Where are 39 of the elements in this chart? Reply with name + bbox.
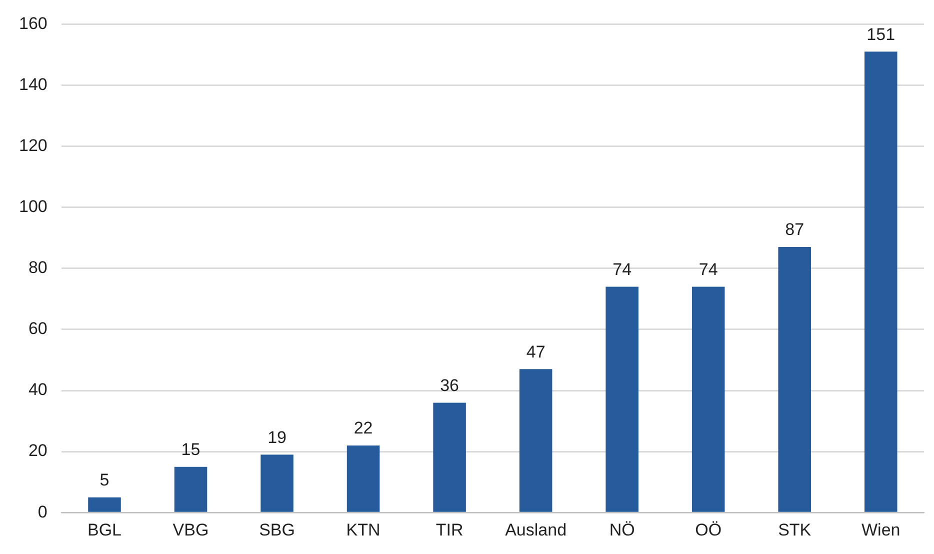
data-label: 151 bbox=[866, 24, 896, 44]
y-tick-label: 0 bbox=[38, 502, 48, 522]
x-tick-label: BGL bbox=[87, 520, 122, 540]
x-tick-label: SBG bbox=[259, 520, 295, 540]
data-label: 36 bbox=[440, 376, 460, 395]
bar bbox=[692, 286, 725, 512]
bar bbox=[778, 247, 811, 512]
data-label: 5 bbox=[100, 470, 110, 490]
bar bbox=[346, 445, 380, 512]
data-label: 74 bbox=[612, 260, 632, 279]
bar bbox=[606, 286, 638, 512]
bar bbox=[88, 497, 121, 512]
x-tick-label: Ausland bbox=[505, 520, 567, 540]
y-tick-label: 140 bbox=[18, 74, 48, 94]
y-tick-label: 80 bbox=[28, 258, 48, 278]
y-tick-label: 40 bbox=[28, 380, 48, 400]
x-tick-label: Wien bbox=[862, 520, 900, 540]
y-tick-label: 60 bbox=[28, 319, 48, 338]
x-tick-label: VBG bbox=[172, 520, 209, 540]
x-tick-label: OÖ bbox=[695, 520, 722, 540]
data-label: 15 bbox=[181, 440, 200, 459]
bar bbox=[433, 402, 466, 512]
y-tick-label: 160 bbox=[18, 14, 48, 33]
bar bbox=[864, 52, 898, 512]
data-label: 74 bbox=[698, 260, 718, 279]
data-label: 47 bbox=[526, 342, 546, 362]
y-tick-label: 100 bbox=[18, 197, 48, 216]
data-label: 22 bbox=[354, 418, 373, 438]
y-tick-label: 120 bbox=[18, 136, 48, 155]
x-tick-label: KTN bbox=[346, 520, 380, 540]
bar bbox=[519, 369, 552, 512]
x-tick-label: STK bbox=[778, 520, 812, 540]
bar bbox=[260, 454, 294, 512]
x-tick-label: NÖ bbox=[609, 520, 635, 540]
y-tick-label: 20 bbox=[28, 441, 48, 460]
data-label: 87 bbox=[785, 220, 804, 240]
x-tick-label: TIR bbox=[436, 520, 464, 540]
bar bbox=[174, 466, 208, 512]
data-label: 19 bbox=[268, 428, 286, 447]
